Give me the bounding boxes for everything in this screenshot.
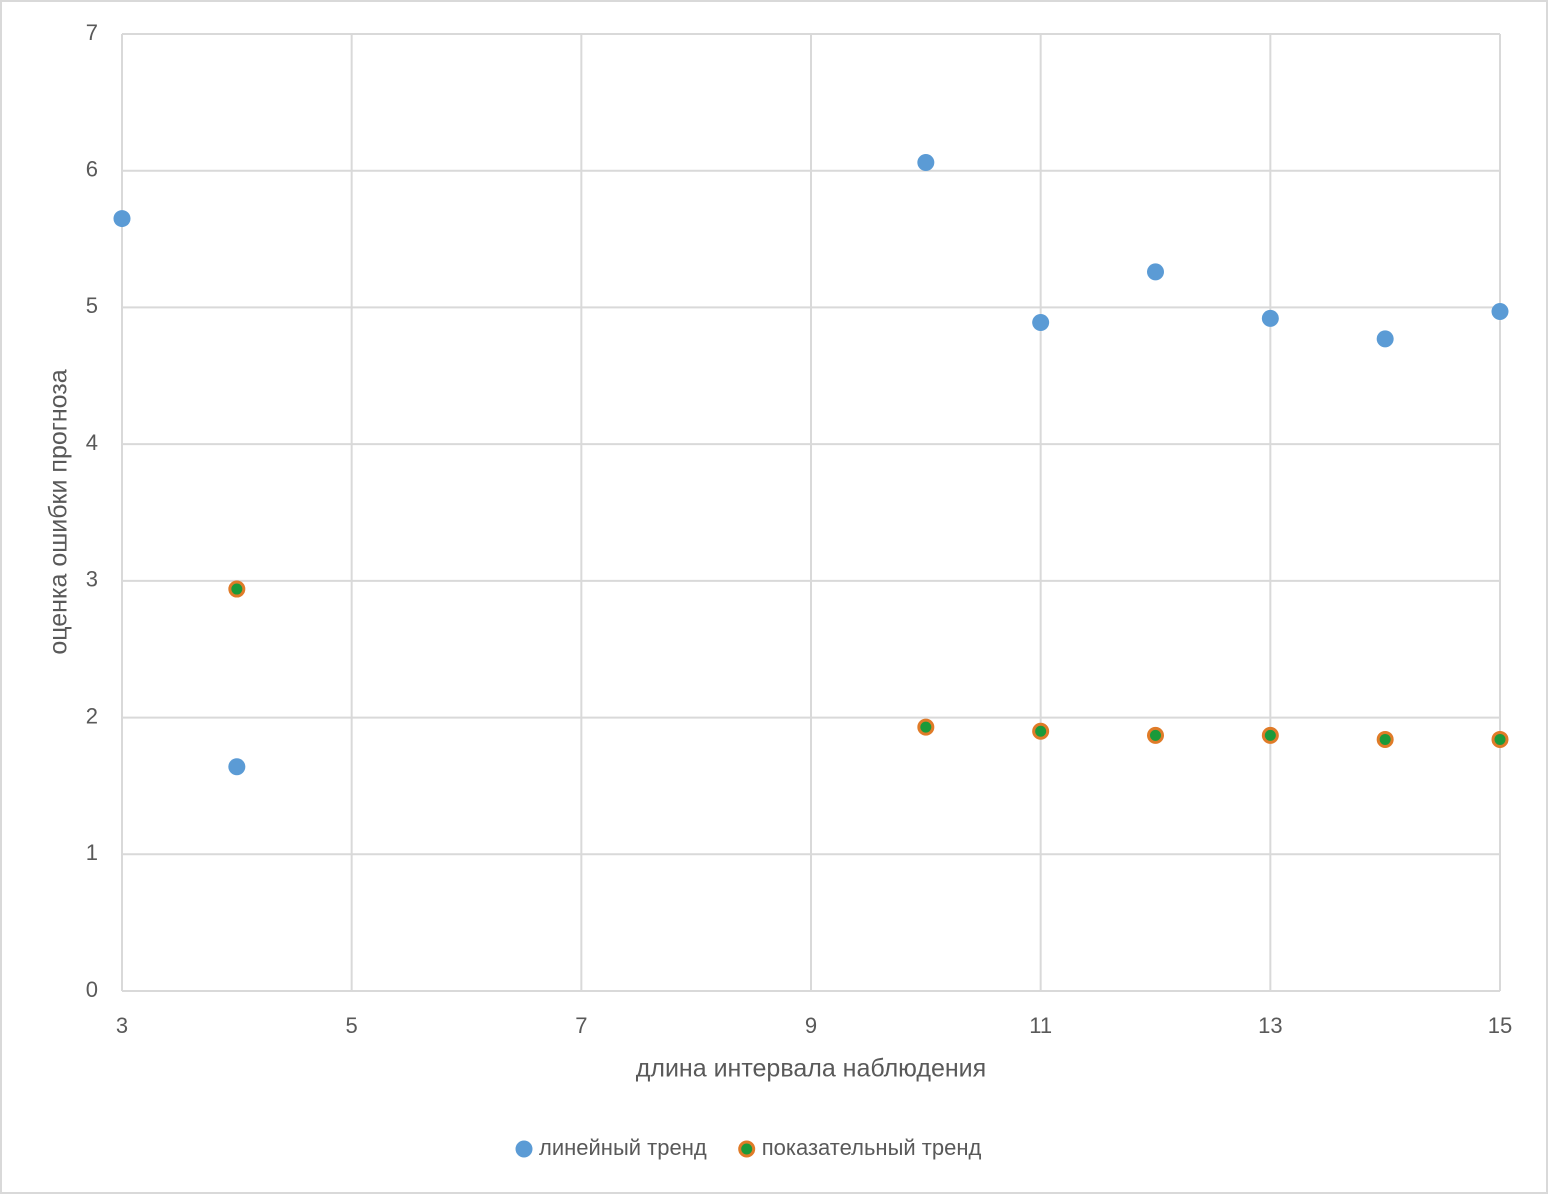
legend-label: линейный тренд (539, 1135, 707, 1160)
point (1261, 726, 1279, 744)
y-tick-label: 7 (86, 20, 98, 45)
y-axis-title: оценка ошибки прогноза (45, 369, 73, 654)
point (1032, 722, 1050, 740)
y-tick-label: 3 (86, 567, 98, 592)
point (1376, 730, 1394, 748)
point (917, 154, 935, 172)
x-tick-label: 9 (805, 1013, 817, 1038)
point (228, 758, 246, 776)
x-tick-label: 3 (116, 1013, 128, 1038)
point (1376, 330, 1394, 348)
y-tick-label: 5 (86, 293, 98, 318)
x-axis-title: длина интервала наблюдения (636, 1055, 986, 1083)
x-tick-label: 7 (575, 1013, 587, 1038)
y-tick-label: 0 (86, 977, 98, 1002)
legend-label: показательный тренд (762, 1135, 982, 1160)
point (1147, 263, 1164, 281)
point (1491, 303, 1509, 321)
point (228, 580, 246, 598)
y-tick-label: 2 (86, 703, 98, 728)
point (113, 210, 131, 228)
x-tick-label: 5 (346, 1013, 358, 1038)
x-tick-label: 13 (1258, 1013, 1282, 1038)
y-tick-label: 4 (86, 430, 98, 455)
point (1032, 313, 1050, 331)
point (1261, 309, 1279, 327)
point (1491, 730, 1509, 748)
legend-marker (515, 1140, 533, 1158)
x-tick-label: 11 (1029, 1013, 1052, 1038)
point (1147, 726, 1164, 744)
y-tick-label: 1 (86, 840, 98, 865)
legend-marker (738, 1140, 756, 1158)
y-tick-label: 6 (86, 157, 98, 182)
x-tick-label: 15 (1488, 1013, 1512, 1038)
point (917, 718, 935, 736)
